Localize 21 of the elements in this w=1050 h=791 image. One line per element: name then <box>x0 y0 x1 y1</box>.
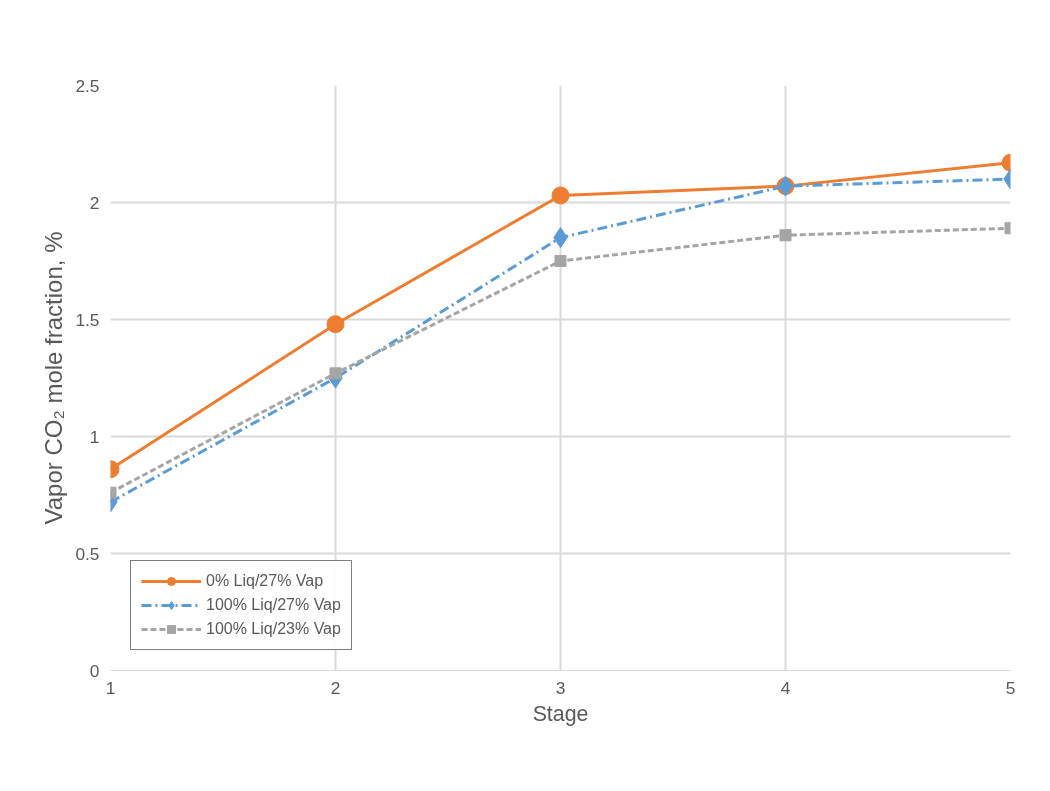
x-tick-label: 2 <box>330 677 341 698</box>
legend-label: 100% Liq/27% Vap <box>206 596 341 614</box>
y-tick-label: 1.5 <box>75 309 100 330</box>
point <box>779 229 792 242</box>
legend-label: 0% Liq/27% Vap <box>206 572 324 590</box>
x-axis-title: Stage <box>532 701 589 726</box>
x-tick-label: 3 <box>555 677 566 698</box>
y-tick-label: 0.5 <box>75 543 100 564</box>
legend-label: 100% Liq/23% Vap <box>206 620 341 638</box>
x-tick-label: 1 <box>105 677 116 698</box>
y-tick-label: 0 <box>89 660 100 681</box>
point <box>329 367 342 380</box>
y-tick-label: 2 <box>89 192 100 213</box>
x-tick-label: 5 <box>1005 677 1016 698</box>
x-tick-label: 4 <box>780 677 791 698</box>
point <box>554 255 567 267</box>
y-tick-label: 1 <box>89 426 100 447</box>
point <box>326 315 345 334</box>
y-tick-label: 2.5 <box>75 75 100 96</box>
y-axis-title: Vapor CO₂ mole fraction, % <box>40 231 68 525</box>
point <box>551 186 570 205</box>
